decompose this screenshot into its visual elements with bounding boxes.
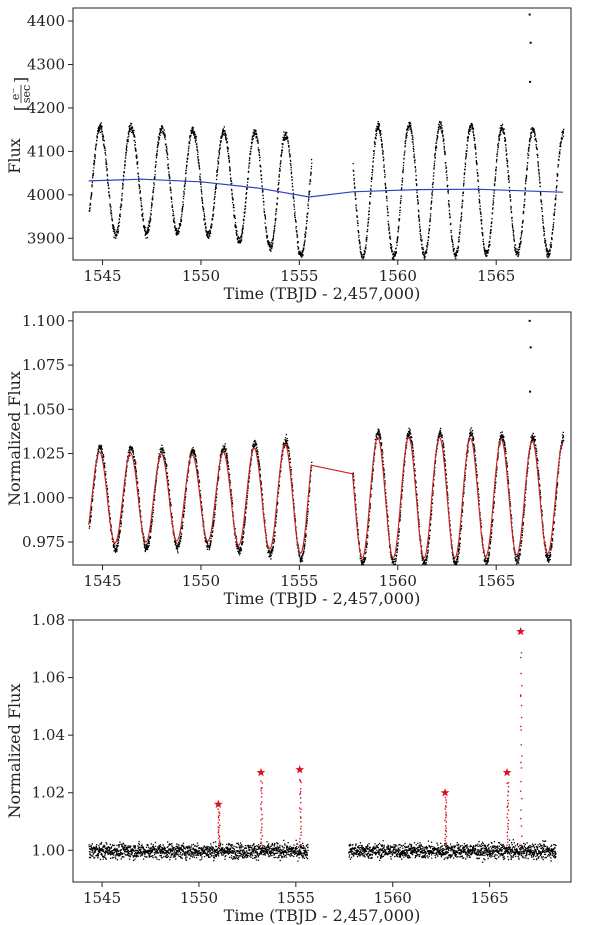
flare-event (502, 767, 512, 846)
axes-frame (72, 619, 572, 883)
x-axis-label: Time (TBJD - 2,457,000) (224, 589, 421, 608)
x-tick-label: 1560 (374, 889, 412, 907)
residual-data-points (88, 839, 557, 863)
spike-point (529, 41, 532, 44)
flare-event (295, 765, 305, 846)
spike-point (528, 319, 531, 322)
x-tick-label: 1555 (277, 889, 315, 907)
x-axis-label: Time (TBJD - 2,457,000) (224, 284, 421, 303)
x-tick-label: 1565 (477, 267, 515, 285)
x-tick-label: 1560 (379, 267, 417, 285)
x-tick-label: 1565 (477, 572, 515, 590)
flux-data-points (88, 120, 565, 260)
trend-line (88, 178, 564, 198)
y-tick-label: 1.100 (22, 312, 65, 330)
x-tick-label: 1545 (83, 572, 121, 590)
flare-points (506, 782, 510, 846)
model-fit-line (88, 436, 564, 559)
flare-points (217, 808, 221, 846)
flare-peak-star (440, 788, 450, 797)
flare-detection-panel: 1545 1550 1555 1560 1565 1.00 1.02 1.04 1.06 1.08… (5, 611, 572, 925)
raw-flux-panel: 1545 1550 1555 1560 1565 3900 4000 4100 4200 4300… (5, 7, 572, 303)
flare-event (440, 788, 450, 846)
x-tick-label: 1545 (83, 889, 121, 907)
y-tick-label: 4400 (27, 12, 65, 30)
flare-event (213, 799, 223, 846)
axes-frame (72, 311, 572, 566)
unit-numerator: e⁻ (9, 88, 22, 101)
flare-event (516, 626, 525, 846)
flare-points (260, 780, 264, 846)
normalized-flux-panel: 1545 1550 1555 1560 1565 0.975 1.000 1.025 1.050… (5, 311, 572, 608)
x-tick-label: 1560 (379, 572, 417, 590)
flare-event (256, 767, 266, 846)
flare-points (519, 652, 523, 846)
y-tick-label: 1.08 (32, 611, 65, 629)
x-tick-label: 1550 (182, 267, 220, 285)
flare-peak-star (295, 765, 305, 774)
x-axis-label: Time (TBJD - 2,457,000) (224, 906, 421, 925)
flare-peak-star (516, 626, 525, 636)
y-tick-label: 0.975 (22, 533, 65, 551)
unit-denominator: sec (20, 85, 33, 103)
flare-peak-star (256, 767, 266, 777)
unit-bracket-left: [ (11, 105, 30, 111)
x-tick-label: 1545 (83, 267, 121, 285)
y-tick-label: 4200 (27, 99, 65, 117)
y-tick-label: 1.000 (22, 489, 65, 507)
spike-point (529, 80, 532, 83)
x-tick-label: 1550 (180, 889, 218, 907)
flare-points (298, 779, 302, 846)
y-tick-label: 3900 (27, 229, 65, 247)
y-tick-label: 1.04 (32, 726, 65, 744)
plot-area (88, 319, 565, 565)
unit-bracket-right: ] (11, 77, 30, 83)
y-axis-label: Normalized Flux (5, 684, 24, 819)
plot-area (88, 13, 565, 260)
flare-points (444, 796, 448, 846)
y-tick-label: 1.050 (22, 400, 65, 418)
y-tick-label: 1.06 (32, 669, 65, 687)
y-axis-unit: [ e⁻sec] (9, 77, 33, 111)
spike-point (528, 13, 531, 16)
y-tick-label: 1.02 (32, 784, 65, 802)
axes-frame (72, 7, 572, 261)
flare-peak-star (502, 767, 512, 777)
x-tick-label: 1555 (280, 267, 318, 285)
y-tick-label: 4100 (27, 142, 65, 160)
y-tick-label: 1.025 (22, 445, 65, 463)
flux-data-points (88, 427, 565, 565)
x-tick-label: 1550 (182, 572, 220, 590)
spike-point (529, 390, 532, 393)
flare-peak-star (213, 799, 223, 808)
x-tick-label: 1555 (280, 572, 318, 590)
y-axis-label: Normalized Flux (5, 371, 24, 506)
y-tick-label: 1.075 (22, 356, 65, 374)
y-tick-label: 1.00 (32, 841, 65, 859)
plot-area (88, 626, 557, 863)
x-tick-label: 1565 (471, 889, 509, 907)
y-tick-label: 4300 (27, 55, 65, 73)
y-axis-label: Flux (5, 138, 24, 174)
spike-point (529, 346, 532, 349)
y-tick-label: 4000 (27, 186, 65, 204)
